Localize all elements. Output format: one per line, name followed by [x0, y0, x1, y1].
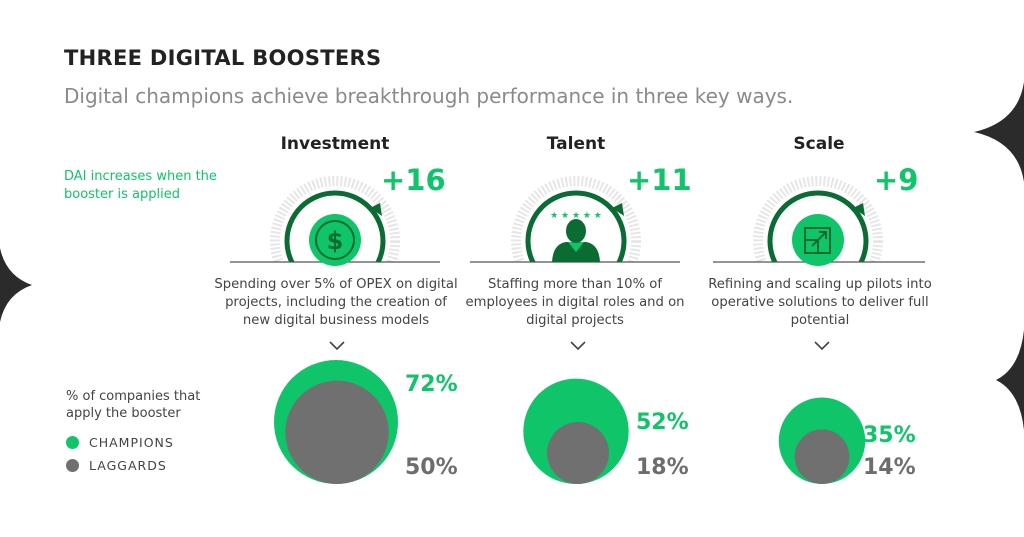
share-note: % of companies that apply the booster	[66, 389, 201, 421]
legend-label-champions: CHAMPIONS	[89, 435, 174, 450]
right-star-decoration-top	[974, 82, 1024, 182]
dai-increase-note: DAI increases when the booster is applie…	[64, 169, 217, 202]
legend-item-champions: CHAMPIONS	[66, 431, 174, 454]
chevron-down-icon	[814, 341, 830, 351]
booster-description-talent: Staffing more than 10% of employees in d…	[465, 277, 685, 328]
scale-gauge	[753, 176, 883, 262]
expand-arrow-icon	[792, 214, 844, 266]
person-stars-icon: ★ ★ ★ ★ ★	[550, 211, 602, 262]
booster-name-talent: Talent	[546, 134, 606, 154]
booster-name-investment: Investment	[280, 134, 390, 154]
chevron-down-icon	[329, 341, 345, 351]
page-title: THREE DIGITAL BOOSTERS	[64, 46, 382, 70]
bubble-laggards-talent	[547, 422, 609, 484]
data-label-champions-scale: 35%	[863, 423, 916, 448]
svg-text:★ ★ ★ ★ ★: ★ ★ ★ ★ ★	[550, 211, 602, 221]
page-subtitle: Digital champions achieve breakthrough p…	[64, 84, 794, 108]
bubble-laggards-scale	[794, 429, 850, 485]
legend-swatch-champions	[66, 436, 79, 449]
booster-description-scale: Refining and scaling up pilots into oper…	[708, 277, 932, 328]
booster-name-scale: Scale	[793, 134, 845, 154]
data-label-champions-investment: 72%	[405, 372, 458, 397]
dai-value-scale: +9	[874, 163, 919, 197]
data-label-laggards-scale: 14%	[863, 455, 916, 480]
legend-label-laggards: LAGGARDS	[89, 458, 167, 473]
data-label-champions-talent: 52%	[636, 410, 689, 435]
bubble-laggards-investment	[285, 380, 389, 485]
investment-gauge	[270, 176, 400, 262]
talent-gauge	[511, 176, 641, 262]
left-star-decoration	[0, 248, 32, 322]
svg-text:$: $	[327, 227, 344, 255]
dai-value-talent: +11	[627, 163, 692, 197]
data-label-laggards-talent: 18%	[636, 455, 689, 480]
right-star-decoration-bottom	[996, 330, 1024, 430]
chevron-down-icon	[570, 341, 586, 351]
data-label-laggards-investment: 50%	[405, 455, 458, 480]
legend: CHAMPIONS LAGGARDS	[66, 431, 174, 477]
legend-item-laggards: LAGGARDS	[66, 454, 174, 477]
booster-description-investment: Spending over 5% of OPEX on digital proj…	[214, 277, 458, 328]
dai-value-investment: +16	[381, 163, 446, 197]
legend-swatch-laggards	[66, 459, 79, 472]
